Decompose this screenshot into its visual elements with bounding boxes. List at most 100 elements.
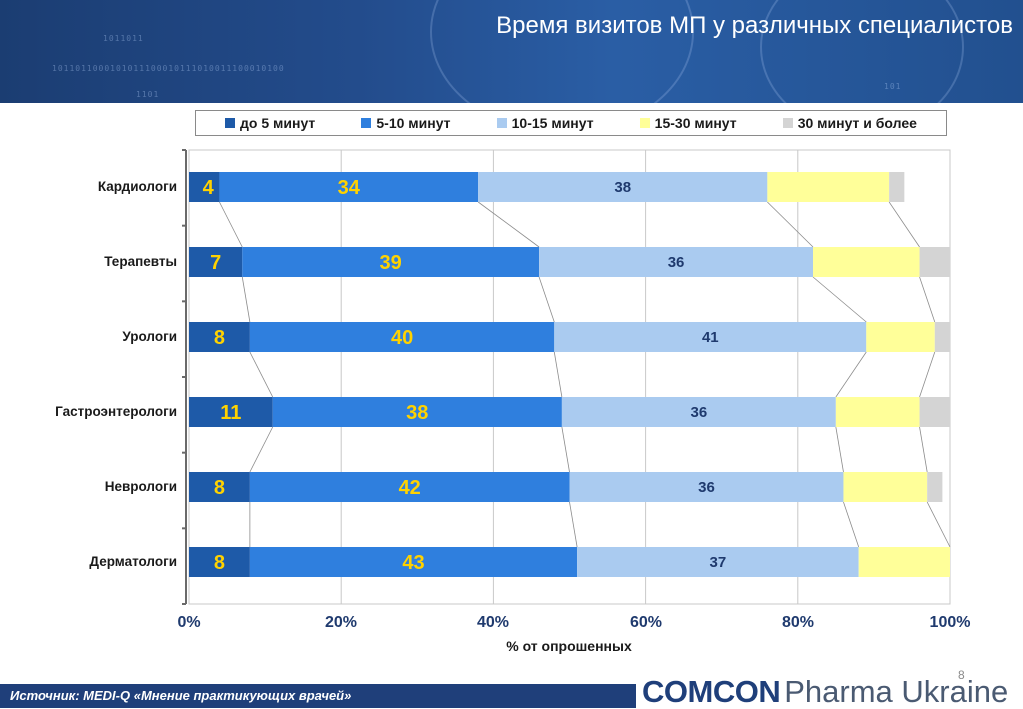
data-label: 11 (220, 402, 241, 424)
bar-segment (242, 247, 540, 277)
logo-sub-text: Pharma Ukraine (784, 674, 1009, 709)
data-label: 37 (710, 554, 727, 571)
bar-segment (767, 172, 890, 202)
legend-swatch (361, 118, 372, 128)
bar-segment (919, 247, 950, 277)
data-label: 42 (399, 477, 421, 499)
chart-legend: до 5 минут 5-10 минут 10-15 минут 15-30 … (195, 110, 947, 136)
data-label: 7 (210, 252, 221, 274)
x-tick-label: 100% (929, 614, 971, 631)
legend-label: 5-10 минут (376, 115, 451, 131)
bar-segment (189, 472, 250, 502)
series-connector-line (919, 276, 936, 323)
bar-segment (843, 472, 928, 502)
x-tick-label: 40% (476, 614, 510, 631)
bar-segment (189, 547, 250, 577)
data-label: 34 (338, 177, 361, 199)
bar-segment (219, 172, 479, 202)
legend-swatch (639, 118, 650, 128)
bar-segment (858, 547, 950, 577)
data-label: 40 (391, 327, 413, 349)
bar-segment (554, 322, 867, 352)
bar-segment (249, 472, 570, 502)
bar-segment (927, 472, 943, 502)
data-label: 8 (214, 327, 225, 349)
category-label: Гастроэнтерологи (55, 404, 177, 419)
series-connector-line (767, 201, 814, 248)
series-connector-line (926, 501, 951, 548)
series-connector-line (249, 351, 274, 398)
category-label: Терапевты (104, 254, 177, 269)
company-logo: COMCON Pharma Ukraine (642, 675, 1008, 709)
bar-segment (249, 547, 578, 577)
legend-item: 15-30 минут (639, 115, 737, 131)
data-label: 8 (214, 477, 225, 499)
logo-main-text: COMCON (642, 674, 781, 709)
series-connector-line (561, 426, 570, 473)
series-connector-line (553, 351, 563, 398)
plot-area (188, 149, 951, 605)
category-label: Дерматологи (89, 554, 177, 569)
bar-segment (189, 172, 220, 202)
bar-segment (835, 397, 920, 427)
data-label: 8 (214, 552, 225, 574)
bar-segment (249, 322, 555, 352)
bar-segment (189, 322, 250, 352)
legend-item: 10-15 минут (496, 115, 594, 131)
decorative-binary-text: 1011011 (103, 34, 144, 43)
series-connector-line (919, 426, 928, 473)
footer-bar (0, 684, 636, 708)
bar-segment (866, 322, 935, 352)
data-label: 41 (702, 329, 719, 346)
bar-segment (569, 472, 844, 502)
series-connector-line (812, 276, 867, 323)
x-axis-label: % от опрошенных (506, 638, 632, 654)
data-label: 4 (203, 177, 215, 199)
source-note: Источник: MEDI-Q «Мнение практикующих вр… (10, 688, 352, 703)
x-tick-label: 0% (177, 614, 201, 631)
category-label: Кардиологи (97, 179, 177, 194)
category-label: Неврологи (104, 479, 177, 494)
decorative-ring (760, 0, 964, 103)
x-tick-label: 20% (324, 614, 358, 631)
legend-swatch (496, 118, 507, 128)
series-connector-line (569, 501, 578, 548)
legend-label: 30 минут и более (797, 115, 917, 131)
decorative-binary-text: 101 (884, 82, 902, 91)
bar-segment (189, 397, 273, 427)
decorative-binary-text: 1101 (136, 90, 160, 99)
data-label: 38 (614, 179, 631, 196)
header-banner: 1011011 10110110001010111000101110100111… (0, 0, 1023, 103)
legend-item: 5-10 минут (361, 115, 451, 131)
series-connector-line (538, 276, 555, 323)
data-label: 36 (668, 254, 685, 271)
series-connector-line (241, 276, 251, 323)
legend-item: до 5 минут (225, 115, 315, 131)
series-connector-line (835, 351, 867, 398)
series-connector-line (888, 201, 920, 248)
series-connector-line (843, 501, 860, 548)
data-label: 36 (698, 479, 715, 496)
legend-swatch (225, 118, 236, 128)
bar-segment (934, 322, 950, 352)
series-connector-line (835, 426, 844, 473)
bar-segment (919, 397, 950, 427)
data-label: 39 (380, 252, 402, 274)
bar-segment (889, 172, 905, 202)
page-title: Время визитов МП у различных специалисто… (496, 12, 1013, 39)
bar-segment (539, 247, 814, 277)
decorative-binary-text: 1011011000101011100010111010011100010100 (52, 64, 285, 73)
bar-segment (577, 547, 859, 577)
legend-item: 30 минут и более (782, 115, 917, 131)
legend-label: 15-30 минут (654, 115, 737, 131)
page-number: 8 (958, 668, 965, 682)
data-label: 38 (406, 402, 428, 424)
bar-segment (813, 247, 920, 277)
x-tick-label: 80% (781, 614, 815, 631)
bar-segment (189, 247, 243, 277)
x-tick-label: 60% (629, 614, 663, 631)
legend-label: до 5 минут (240, 115, 316, 131)
bar-segment (478, 172, 768, 202)
series-connector-line (477, 201, 540, 248)
